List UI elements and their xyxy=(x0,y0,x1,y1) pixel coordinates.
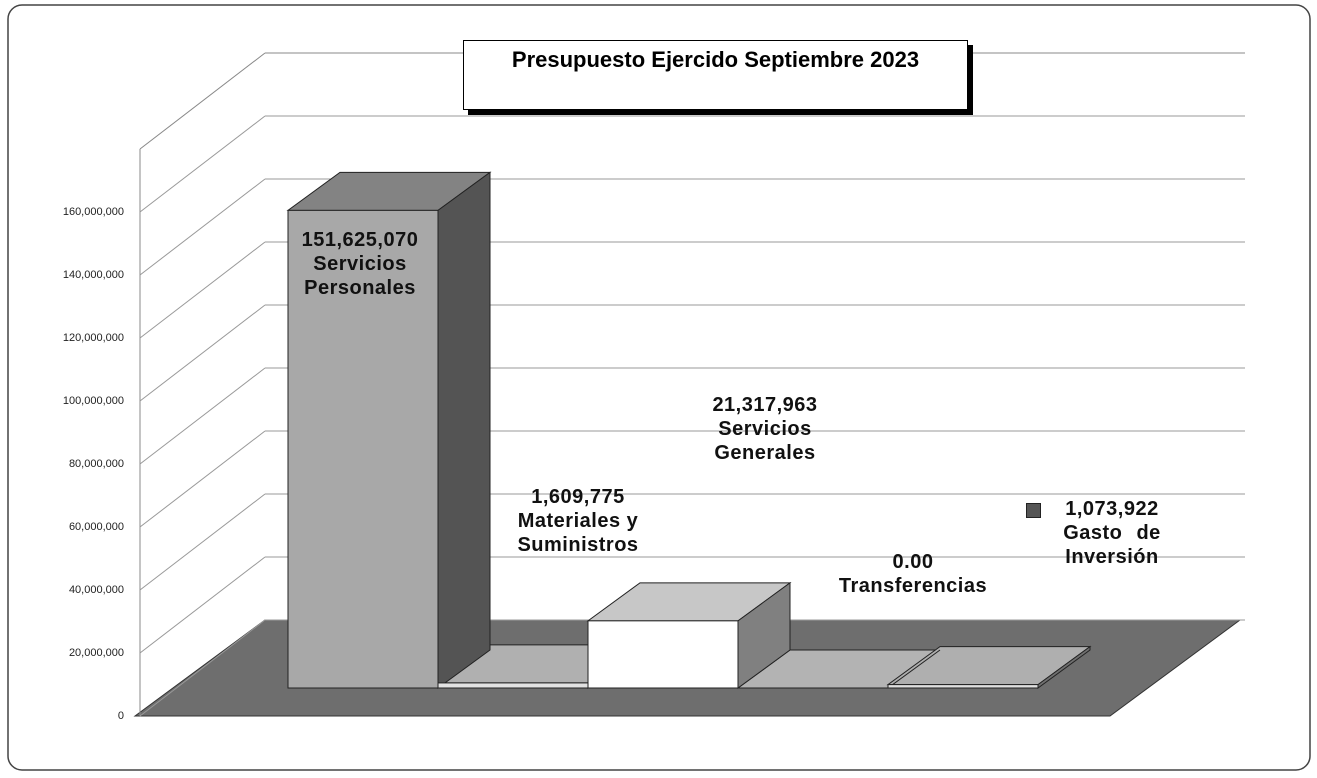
value-label: 151,625,070 xyxy=(301,229,419,251)
bar xyxy=(587,620,739,689)
chart-title: Presupuesto Ejercido Septiembre 2023 xyxy=(463,40,968,110)
y-tick-label: 0 xyxy=(118,710,124,722)
bar xyxy=(887,684,1039,689)
y-tick-label: 60,000,000 xyxy=(69,521,124,533)
y-tick-label: 160,000,000 xyxy=(63,206,124,218)
y-tick-label: 100,000,000 xyxy=(63,395,124,407)
grid-line xyxy=(139,241,266,339)
grid-line xyxy=(139,367,266,465)
y-tick-label: 140,000,000 xyxy=(63,269,124,281)
value-label: 1,609,775 xyxy=(531,486,625,508)
y-tick-label: 120,000,000 xyxy=(63,332,124,344)
category-label: Materiales y Suministros xyxy=(517,510,639,556)
legend-key xyxy=(1026,503,1041,518)
grid-line xyxy=(139,304,266,402)
bar-side xyxy=(437,171,491,689)
y-tick-label: 40,000,000 xyxy=(69,584,124,596)
category-label: Gasto de Inversión xyxy=(1063,522,1161,568)
grid-line xyxy=(139,556,266,654)
bar xyxy=(437,682,589,689)
left-wall-edge xyxy=(139,52,266,150)
category-label: Transferencias xyxy=(838,575,988,597)
y-tick-label: 20,000,000 xyxy=(69,647,124,659)
bar-side xyxy=(887,649,941,689)
value-label: 0.00 xyxy=(892,551,934,573)
category-label: Servicios Personales xyxy=(304,253,416,299)
category-label: Servicios Generales xyxy=(714,418,816,464)
grid-line xyxy=(139,430,266,528)
back-wall xyxy=(265,53,1245,620)
bar xyxy=(287,209,439,689)
bars xyxy=(286,171,1092,689)
grid-line xyxy=(139,619,266,717)
grid-line xyxy=(139,115,266,213)
y-tick-label: 80,000,000 xyxy=(69,458,124,470)
grid-line xyxy=(139,178,266,276)
value-label: 21,317,963 xyxy=(712,394,818,416)
grid-line xyxy=(139,493,266,591)
value-label: 1,073,922 xyxy=(1065,498,1159,520)
